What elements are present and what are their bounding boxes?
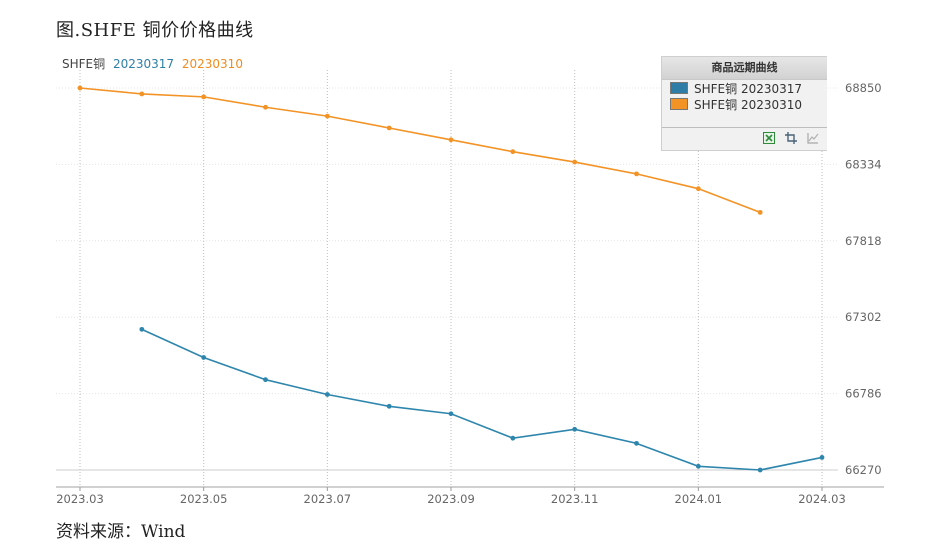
chart-legend[interactable]: 商品远期曲线 SHFE铜 20230317 SHFE铜 20230310 bbox=[661, 56, 827, 151]
legend-swatch-series-1 bbox=[670, 82, 688, 94]
series-1-point bbox=[324, 392, 330, 397]
x-tick-label: 2023.03 bbox=[56, 492, 104, 506]
series-line-2 bbox=[79, 87, 761, 214]
legend-label-series-2: SHFE铜 20230310 bbox=[694, 97, 803, 112]
chart-icon[interactable] bbox=[807, 132, 819, 144]
figure-title: 图.SHFE 铜价价格曲线 bbox=[56, 20, 254, 41]
source-note: 资料来源：Wind bbox=[56, 522, 186, 542]
excel-icon[interactable] bbox=[763, 132, 775, 144]
series-2-point bbox=[263, 104, 268, 110]
series-2-point bbox=[572, 159, 578, 165]
series-1-point bbox=[572, 426, 578, 432]
series-1-point bbox=[695, 463, 701, 469]
series-header-date-1: 20230317 bbox=[112, 57, 175, 71]
y-tick-label: 67818 bbox=[845, 234, 882, 248]
x-tick-label: 2024.01 bbox=[675, 492, 723, 506]
x-tick-label: 2023.09 bbox=[427, 492, 475, 506]
y-tick-label: 66786 bbox=[845, 387, 882, 401]
series-1-point bbox=[139, 326, 145, 332]
x-tick-label: 2023.07 bbox=[304, 492, 352, 506]
legend-label-series-1: SHFE铜 20230317 bbox=[694, 81, 803, 96]
series-header-instrument: SHFE铜 bbox=[62, 57, 106, 71]
y-tick-label: 68850 bbox=[845, 81, 882, 95]
series-2-point bbox=[386, 125, 392, 131]
series-2-point bbox=[510, 149, 516, 155]
legend-item-series-1[interactable]: SHFE铜 20230317 bbox=[670, 80, 827, 96]
series-1-point bbox=[386, 403, 392, 409]
series-1-point bbox=[510, 435, 516, 441]
series-2-point bbox=[77, 85, 83, 91]
series-header: SHFE铜 20230317 20230310 bbox=[62, 55, 247, 72]
x-tick-label: 2023.05 bbox=[180, 492, 228, 506]
series-1-point bbox=[448, 411, 454, 417]
legend-item-series-2[interactable]: SHFE铜 20230310 bbox=[670, 96, 827, 112]
series-2-point bbox=[757, 209, 763, 215]
series-2-point bbox=[324, 113, 330, 119]
series-2-point bbox=[201, 94, 207, 100]
series-2-point bbox=[695, 186, 701, 192]
series-1-point bbox=[201, 355, 207, 360]
x-tick-label: 2023.11 bbox=[551, 492, 599, 506]
crop-icon[interactable] bbox=[785, 132, 797, 144]
y-tick-label: 68334 bbox=[845, 157, 882, 171]
series-1-point bbox=[757, 467, 763, 473]
chart-tick-labels: 66270 66786 67302 67818 68334 68850 2023.03 202… bbox=[56, 81, 881, 506]
legend-toolbar bbox=[662, 127, 827, 146]
legend-swatch-series-2 bbox=[670, 98, 688, 110]
y-tick-label: 66270 bbox=[845, 463, 882, 477]
x-tick-label: 2024.03 bbox=[798, 492, 846, 506]
series-2-point bbox=[139, 91, 145, 97]
series-1-point bbox=[263, 377, 268, 383]
chart-series bbox=[77, 85, 825, 473]
series-2-point bbox=[634, 171, 639, 177]
series-line-1 bbox=[141, 328, 823, 471]
series-2-point bbox=[448, 137, 454, 143]
series-header-date-2: 20230310 bbox=[181, 57, 243, 71]
legend-title: 商品远期曲线 bbox=[662, 57, 827, 80]
series-1-point bbox=[634, 440, 639, 446]
y-tick-label: 67302 bbox=[845, 310, 882, 324]
series-1-point bbox=[819, 455, 825, 460]
chart-axes bbox=[56, 469, 884, 491]
